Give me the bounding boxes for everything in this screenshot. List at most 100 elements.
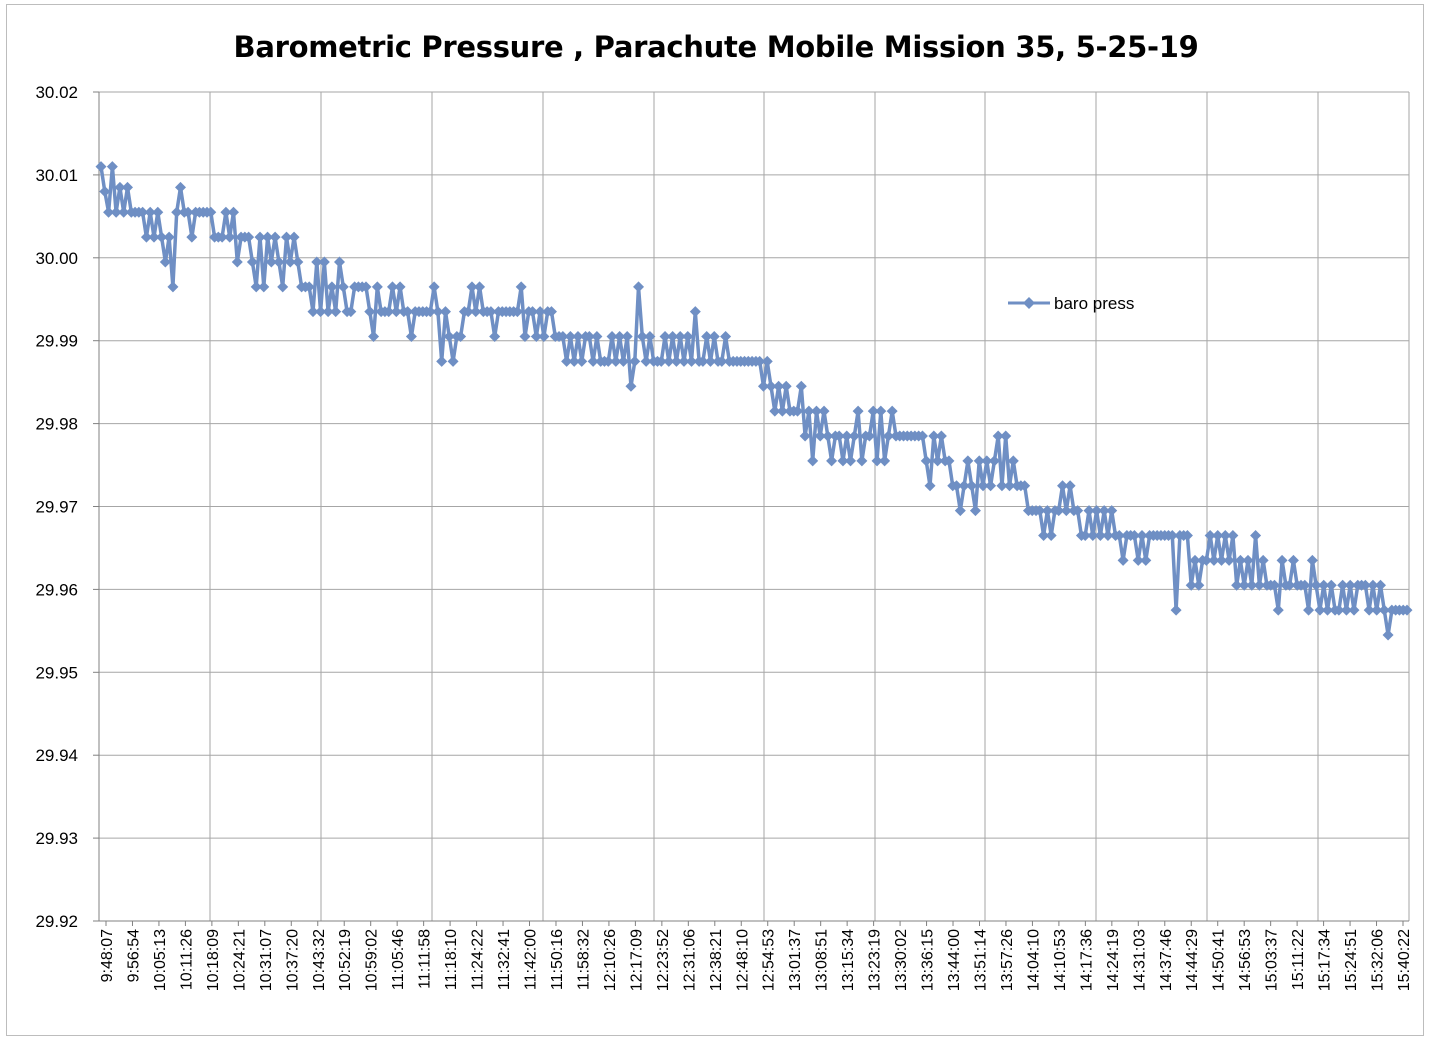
- ytick-label: 29.96: [35, 580, 78, 599]
- data-point: [311, 256, 323, 268]
- xtick-label: 14:10:53: [1052, 929, 1069, 991]
- gridlines: [98, 91, 1410, 922]
- data-point: [1318, 579, 1330, 591]
- xtick-label: 13:36:15: [920, 929, 937, 991]
- data-point: [1223, 554, 1235, 566]
- data-point: [875, 405, 887, 417]
- xtick-label: 11:42:00: [523, 929, 540, 990]
- xtick-label: 10:11:26: [178, 929, 195, 990]
- data-point: [1382, 629, 1394, 641]
- data-point: [833, 430, 845, 442]
- xtick-label: 13:23:19: [867, 929, 884, 991]
- data-point: [799, 430, 811, 442]
- data-point: [402, 306, 414, 318]
- data-point: [1401, 604, 1413, 616]
- data-point: [564, 331, 576, 343]
- ytick-label: 30.00: [35, 249, 78, 268]
- xtick-label: 12:31:06: [681, 929, 698, 991]
- data-point: [1113, 530, 1125, 542]
- data-point: [841, 430, 853, 442]
- data-point: [837, 455, 849, 467]
- data-point: [962, 455, 974, 467]
- data-point: [667, 331, 679, 343]
- data-point: [1257, 554, 1269, 566]
- data-point: [655, 355, 667, 367]
- legend-marker: [1023, 297, 1035, 309]
- ytick-label: 30.01: [35, 166, 78, 185]
- data-point: [527, 306, 539, 318]
- data-point: [1219, 530, 1231, 542]
- data-point: [663, 355, 675, 367]
- data-point: [1166, 530, 1178, 542]
- data-point: [1200, 554, 1212, 566]
- data-point: [265, 256, 277, 268]
- xtick-label: 15:03:37: [1264, 929, 1281, 991]
- data-point: [996, 480, 1008, 492]
- x-axis-ticks: 9:48:07 9:56:54 10:05:13 10:11:26 10:18:09 10…: [99, 929, 1413, 991]
- xtick-label: 14:37:46: [1158, 929, 1175, 991]
- ytick-label: 29.92: [35, 912, 78, 931]
- data-point: [674, 331, 686, 343]
- data-point: [103, 206, 115, 218]
- data-point: [1057, 480, 1069, 492]
- data-point: [1371, 604, 1383, 616]
- data-point: [443, 331, 455, 343]
- data-point: [106, 161, 118, 173]
- data-point: [254, 231, 266, 243]
- ytick-label: 30.02: [35, 83, 78, 102]
- data-point: [1091, 505, 1103, 517]
- xtick-label: 13:30:02: [893, 929, 910, 991]
- ytick-label: 29.95: [35, 663, 78, 682]
- data-point: [394, 281, 406, 293]
- xtick-label: 14:24:19: [1105, 929, 1122, 991]
- data-point: [814, 430, 826, 442]
- data-point: [1272, 604, 1284, 616]
- data-point: [1170, 604, 1182, 616]
- xtick-label: 10:18:09: [205, 929, 222, 991]
- data-point: [368, 331, 380, 343]
- data-point: [307, 306, 319, 318]
- data-point: [1348, 604, 1360, 616]
- data-point: [530, 331, 542, 343]
- data-point: [1322, 604, 1334, 616]
- data-point: [988, 455, 1000, 467]
- data-point: [977, 480, 989, 492]
- data-point: [879, 455, 891, 467]
- data-point: [1102, 530, 1114, 542]
- data-point: [110, 206, 122, 218]
- data-point: [958, 480, 970, 492]
- xtick-label: 14:04:10: [1025, 929, 1042, 991]
- data-point: [591, 331, 603, 343]
- data-point: [318, 256, 330, 268]
- xtick-label: 10:05:13: [152, 929, 169, 991]
- data-point: [1128, 530, 1140, 542]
- data-point: [920, 455, 932, 467]
- data-point: [462, 306, 474, 318]
- data-point: [360, 281, 372, 293]
- xtick-label: 12:17:09: [628, 929, 645, 991]
- data-point: [470, 306, 482, 318]
- data-point: [1253, 579, 1265, 591]
- xtick-label: 9:56:54: [125, 929, 142, 982]
- data-point: [246, 256, 258, 268]
- data-point: [928, 430, 940, 442]
- data-point: [337, 281, 349, 293]
- data-point: [1087, 530, 1099, 542]
- data-point: [848, 430, 860, 442]
- data-point: [1204, 530, 1216, 542]
- data-point: [701, 331, 713, 343]
- chart-title: Barometric Pressure , Parachute Mobile M…: [233, 30, 1199, 64]
- data-point: [1038, 530, 1050, 542]
- data-point: [345, 306, 357, 318]
- data-point: [1007, 455, 1019, 467]
- data-point: [557, 331, 569, 343]
- xtick-label: 12:38:21: [708, 929, 725, 991]
- data-point: [757, 380, 769, 392]
- data-point: [156, 231, 168, 243]
- xtick-label: 12:54:53: [761, 929, 778, 991]
- xtick-label: 10:37:20: [284, 929, 301, 991]
- data-point: [1227, 530, 1239, 542]
- data-point: [689, 306, 701, 318]
- data-point: [704, 355, 716, 367]
- data-point: [1238, 579, 1250, 591]
